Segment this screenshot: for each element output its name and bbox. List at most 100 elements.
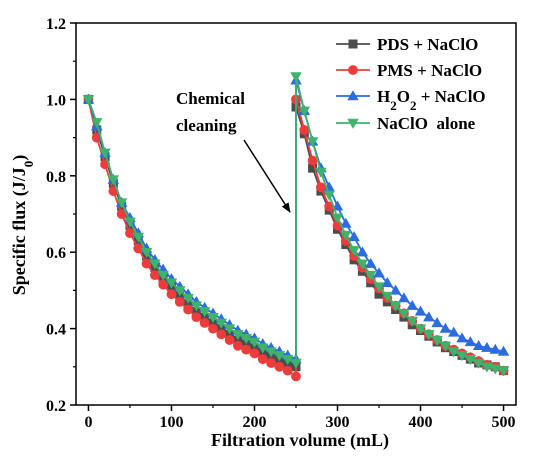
data-point-pms — [291, 371, 301, 382]
legend-marker-pds — [348, 39, 358, 49]
annotation-line-1: Chemical — [176, 89, 245, 108]
legend-h2o2-mid: O — [397, 87, 410, 106]
data-point-naclo — [389, 301, 402, 312]
y-axis-label-main: Specific flux (J/J — [9, 167, 30, 295]
data-point-naclo — [481, 362, 493, 373]
data-point-h2o2 — [464, 336, 477, 347]
data-point-h2o2 — [356, 246, 369, 257]
data-point-pms — [183, 304, 193, 315]
data-point-pms — [257, 354, 268, 365]
legend-item-pds: PDS + NaClO — [336, 35, 478, 54]
annotation-line-2: cleaning — [176, 116, 237, 135]
data-point-naclo — [439, 341, 452, 352]
data-point-h2o2 — [431, 317, 443, 328]
data-point-naclo — [373, 282, 385, 293]
data-point-naclo — [140, 248, 153, 259]
y-tick-label: 1.0 — [46, 92, 66, 109]
data-point-naclo — [340, 230, 352, 241]
data-point-naclo — [398, 309, 410, 320]
data-point-naclo — [406, 316, 418, 327]
data-point-naclo — [348, 246, 360, 257]
data-point-naclo — [99, 148, 111, 159]
legend: PDS + NaClO PMS + NaClO H2O2 + NaClO NaC… — [336, 35, 486, 133]
data-point-pms — [299, 125, 310, 135]
data-point-naclo — [489, 364, 501, 375]
data-point-h2o2 — [489, 343, 501, 354]
data-point-naclo — [298, 106, 311, 117]
data-point-naclo — [306, 137, 319, 148]
series-naclo — [82, 72, 510, 377]
data-point-pms — [216, 329, 227, 340]
data-point-naclo — [257, 343, 269, 354]
data-point-h2o2 — [439, 322, 452, 333]
data-point-naclo — [248, 337, 261, 348]
legend-item-pms: PMS + NaClO — [336, 61, 482, 80]
legend-h2o2-pre: H — [377, 87, 390, 106]
data-point-naclo — [124, 217, 136, 228]
data-point-h2o2 — [448, 326, 460, 337]
y-axis-label-subscript: 0 — [21, 161, 36, 168]
data-point-h2o2 — [348, 231, 360, 242]
data-point-h2o2 — [365, 257, 377, 268]
data-point-h2o2 — [373, 267, 385, 278]
x-tick-label: 500 — [492, 414, 516, 431]
y-tick-label: 0.4 — [46, 322, 66, 339]
data-point-naclo — [497, 366, 510, 377]
x-tick-label: 0 — [84, 414, 92, 431]
data-point-naclo — [381, 291, 394, 302]
legend-marker-naclo — [347, 118, 359, 129]
data-point-naclo — [265, 347, 277, 358]
legend-h2o2-sub2: 2 — [410, 98, 417, 113]
data-point-pms — [149, 270, 160, 281]
data-point-h2o2 — [414, 305, 427, 316]
data-point-naclo — [149, 259, 161, 270]
data-point-naclo — [107, 175, 120, 186]
data-point-naclo — [91, 118, 103, 129]
annotation-arrow — [243, 139, 291, 213]
y-tick-label: 0.6 — [46, 245, 66, 262]
x-tick-label: 400 — [409, 414, 433, 431]
legend-label-naclo: NaClO alone — [377, 114, 476, 133]
axis-ticks: 0 100 200 300 400 500 0.2 0.4 0.6 0.8 1.0 1.2 — [46, 16, 516, 431]
data-point-pms — [241, 344, 252, 355]
data-point-naclo — [132, 232, 144, 243]
data-point-naclo — [464, 354, 477, 365]
data-point-pms — [191, 312, 202, 323]
data-point-h2o2 — [398, 292, 410, 303]
data-point-naclo — [82, 95, 95, 106]
data-point-pms — [224, 335, 235, 345]
y-tick-label: 0.8 — [46, 169, 66, 186]
data-point-naclo — [472, 358, 485, 369]
y-axis-label-close: ) — [9, 155, 30, 161]
data-point-h2o2 — [456, 332, 468, 343]
data-point-pms — [232, 340, 243, 351]
legend-label-pms: PMS + NaClO — [377, 61, 482, 80]
chemical-cleaning-annotation: Chemical cleaning — [176, 89, 291, 213]
data-point-h2o2 — [481, 341, 493, 352]
legend-label-pds: PDS + NaClO — [377, 35, 478, 54]
legend-item-naclo: NaClO alone — [336, 114, 476, 133]
legend-h2o2-post: + NaClO — [416, 87, 485, 106]
data-point-naclo — [281, 354, 294, 365]
x-tick-label: 100 — [159, 414, 183, 431]
data-point-naclo — [240, 333, 252, 344]
data-point-naclo — [174, 286, 186, 297]
data-point-naclo — [207, 312, 219, 323]
data-point-naclo — [323, 190, 335, 201]
x-tick-label: 300 — [326, 414, 350, 431]
data-point-naclo — [456, 351, 468, 362]
series-layer — [82, 72, 510, 382]
legend-h2o2-sub1: 2 — [390, 98, 397, 113]
data-point-naclo — [198, 307, 211, 318]
data-point-naclo — [365, 270, 377, 281]
data-point-naclo — [331, 213, 344, 224]
x-tick-label: 200 — [242, 414, 266, 431]
data-point-pms — [174, 296, 185, 307]
plot-frame — [75, 22, 517, 406]
legend-marker-h2o2 — [347, 90, 359, 101]
data-point-naclo — [290, 358, 302, 369]
data-point-pms — [282, 365, 293, 376]
data-point-h2o2 — [497, 345, 510, 356]
y-axis-label: Specific flux (J/J0) — [9, 155, 36, 296]
